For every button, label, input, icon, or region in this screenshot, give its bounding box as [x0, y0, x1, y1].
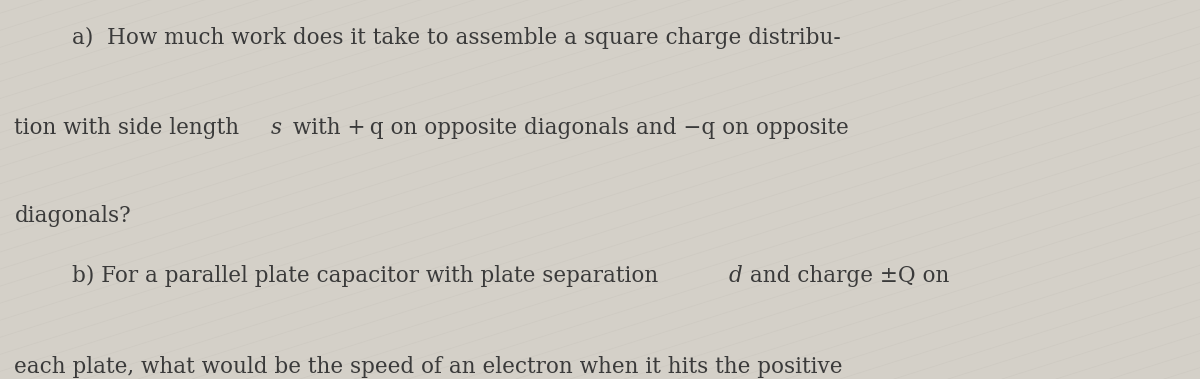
Text: with + q on opposite diagonals and −q on opposite: with + q on opposite diagonals and −q on… [286, 117, 848, 139]
Text: and charge ±Q on: and charge ±Q on [743, 265, 949, 287]
Text: b) For a parallel plate capacitor with plate separation: b) For a parallel plate capacitor with p… [72, 265, 665, 287]
Text: d: d [728, 265, 742, 287]
Text: each plate, what would be the speed of an electron when it hits the positive: each plate, what would be the speed of a… [14, 356, 842, 378]
Text: tion with side length: tion with side length [14, 117, 246, 139]
Text: s: s [271, 117, 282, 139]
Text: a)  How much work does it take to assemble a square charge distribu-: a) How much work does it take to assembl… [72, 27, 841, 49]
Text: diagonals?: diagonals? [14, 205, 131, 227]
